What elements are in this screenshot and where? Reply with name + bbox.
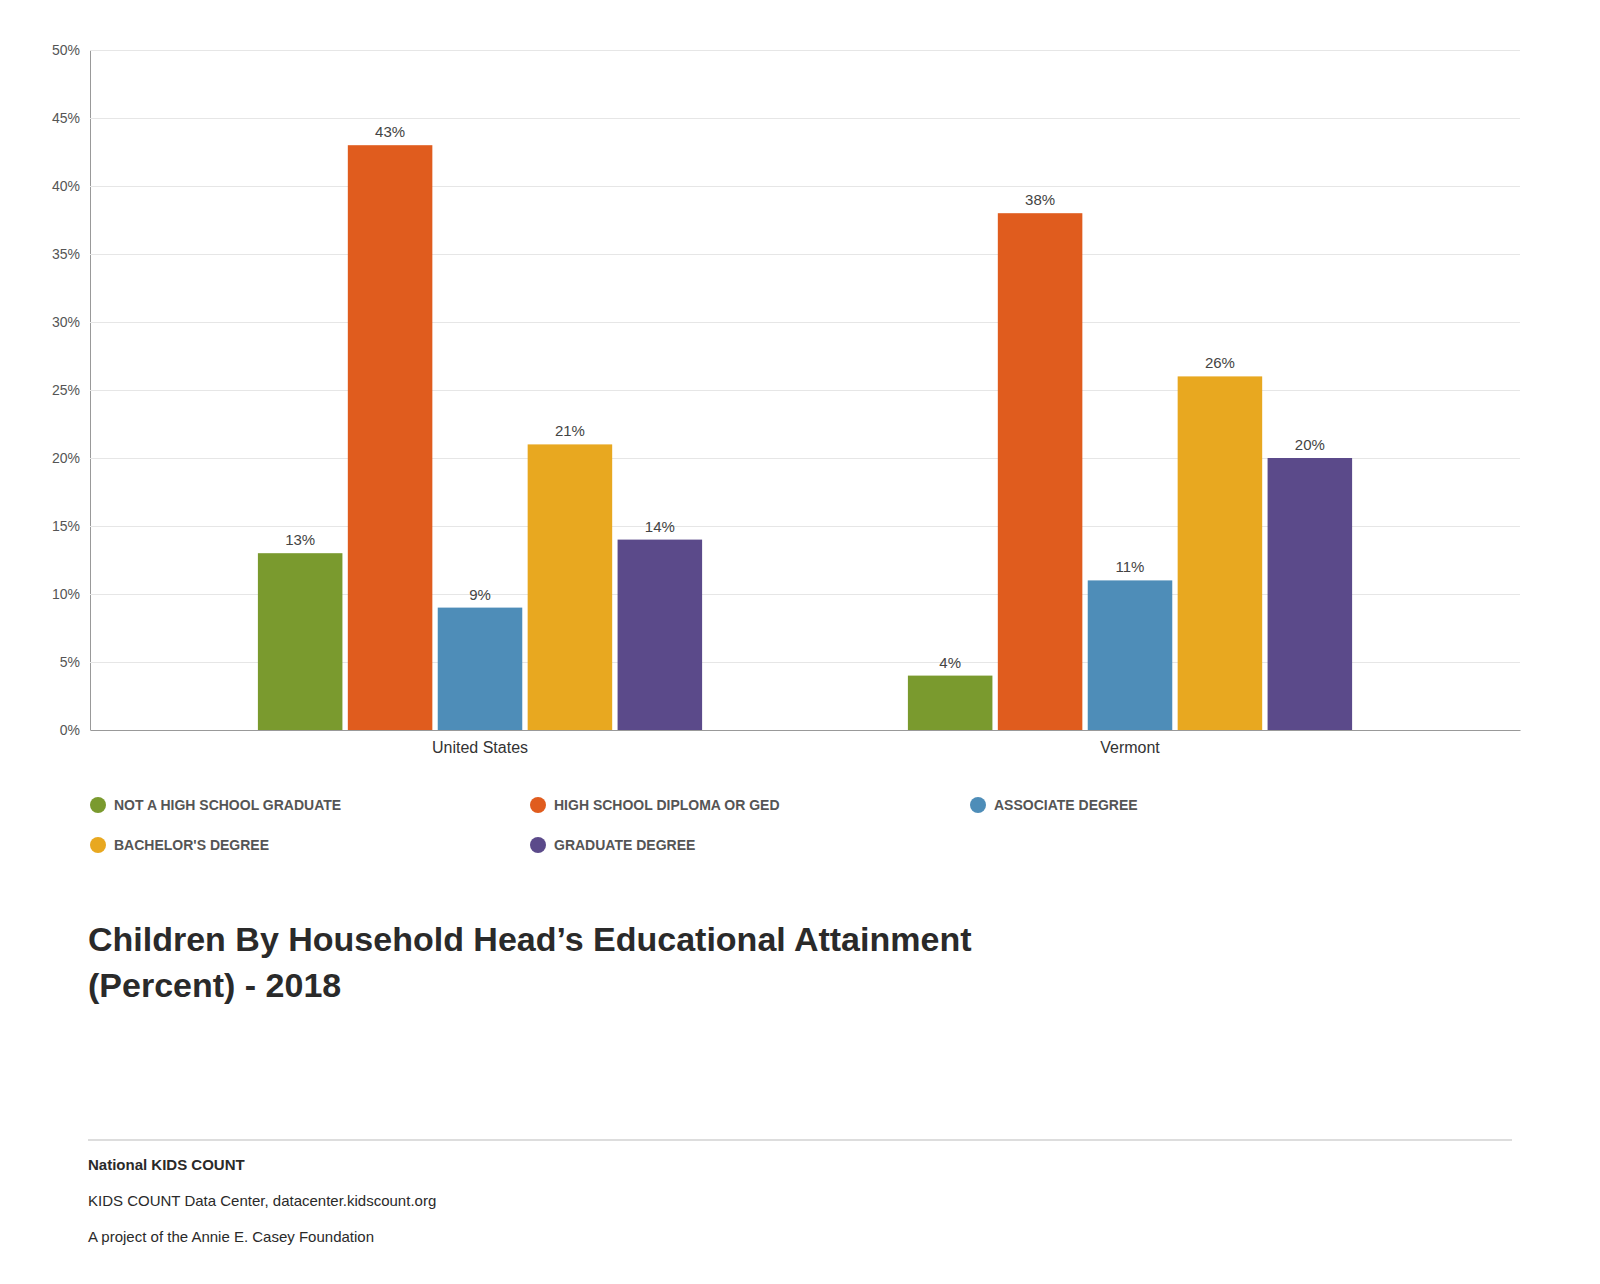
y-tick-label: 50% — [52, 42, 80, 58]
data-labels: 13% 4% 43% 38% 9% 11% 21% 26% 14% 20% — [285, 123, 1325, 670]
y-tick-label: 35% — [52, 246, 80, 262]
legend-label: BACHELOR'S DEGREE — [114, 837, 269, 853]
grid-line — [90, 118, 1520, 119]
legend-item: NOT A HIGH SCHOOL GRADUATE — [90, 797, 341, 813]
y-tick-label: 45% — [52, 110, 80, 126]
legend-swatch — [530, 837, 546, 853]
y-tick-label: 0% — [60, 722, 80, 738]
y-tick: 45% — [52, 110, 1520, 126]
data-label: 14% — [645, 518, 675, 535]
legend-label: HIGH SCHOOL DIPLOMA OR GED — [554, 797, 780, 813]
legend-label: GRADUATE DEGREE — [554, 837, 695, 853]
chart-root: 0% 5% 10% 15% 20% 25% 30% 35% 40% 45% 50% United St… — [0, 0, 1600, 1284]
bar — [998, 213, 1083, 730]
y-tick: 35% — [52, 246, 1520, 262]
legend-swatch — [970, 797, 986, 813]
x-axis: United States Vermont — [91, 730, 1521, 756]
legend-label: ASSOCIATE DEGREE — [994, 797, 1138, 813]
legend-item: ASSOCIATE DEGREE — [970, 797, 1138, 813]
x-tick: United States — [432, 730, 528, 756]
separator — [88, 1140, 1512, 1141]
y-tick: 30% — [52, 314, 1520, 330]
data-label: 20% — [1295, 436, 1325, 453]
bar — [348, 145, 433, 730]
data-label: 4% — [939, 654, 961, 671]
y-tick-label: 10% — [52, 586, 80, 602]
x-axis-line — [91, 730, 1521, 731]
y-tick-label: 15% — [52, 518, 80, 534]
data-label: 43% — [375, 123, 405, 140]
annotation: National KIDS COUNT — [88, 1156, 245, 1173]
title: Children By Household Head’s Educational… — [88, 920, 971, 958]
y-tick: 50% — [52, 42, 1520, 58]
legend-item: BACHELOR'S DEGREE — [90, 837, 269, 853]
x-tick-label: United States — [432, 739, 528, 756]
legend-item: GRADUATE DEGREE — [530, 837, 695, 853]
legend: NOT A HIGH SCHOOL GRADUATE HIGH SCHOOL DI… — [90, 797, 1138, 853]
data-label: 9% — [469, 586, 491, 603]
legend-swatch — [90, 797, 106, 813]
grid-line — [90, 390, 1520, 391]
grid-line — [90, 730, 1520, 731]
y-tick-label: 40% — [52, 178, 80, 194]
annotation: A project of the Annie E. Casey Foundati… — [88, 1228, 374, 1245]
data-label: 38% — [1025, 191, 1055, 208]
legend-swatch — [530, 797, 546, 813]
bar — [1088, 580, 1173, 730]
legend-swatch — [90, 837, 106, 853]
y-axis: 0% 5% 10% 15% 20% 25% 30% 35% 40% 45% 50% — [52, 42, 1520, 738]
y-tick: 40% — [52, 178, 1520, 194]
bar — [438, 608, 523, 730]
bar — [618, 540, 703, 730]
y-axis-line — [91, 51, 1521, 731]
annotation: KIDS COUNT Data Center, datacenter.kidsc… — [88, 1192, 436, 1209]
data-label: 21% — [555, 422, 585, 439]
data-label: 11% — [1116, 558, 1145, 575]
legend-label: NOT A HIGH SCHOOL GRADUATE — [114, 797, 341, 813]
y-tick-label: 25% — [52, 382, 80, 398]
legend-item: HIGH SCHOOL DIPLOMA OR GED — [530, 797, 780, 813]
grid-line — [90, 50, 1520, 51]
bar — [908, 676, 993, 730]
y-tick-label: 5% — [60, 654, 80, 670]
grid-line — [90, 322, 1520, 323]
grid-line — [90, 254, 1520, 255]
bar — [1268, 458, 1353, 730]
bar — [258, 553, 343, 730]
x-tick: Vermont — [1100, 730, 1160, 756]
grid-line — [90, 186, 1520, 187]
data-label: 26% — [1205, 354, 1235, 371]
bars — [258, 145, 1352, 730]
y-tick-label: 20% — [52, 450, 80, 466]
y-tick: 25% — [52, 382, 1520, 398]
data-label: 13% — [285, 531, 315, 548]
bar — [1178, 376, 1263, 730]
x-tick-label: Vermont — [1100, 739, 1160, 756]
y-tick-label: 30% — [52, 314, 80, 330]
bar — [528, 444, 613, 730]
subtitle: (Percent) - 2018 — [88, 966, 341, 1004]
